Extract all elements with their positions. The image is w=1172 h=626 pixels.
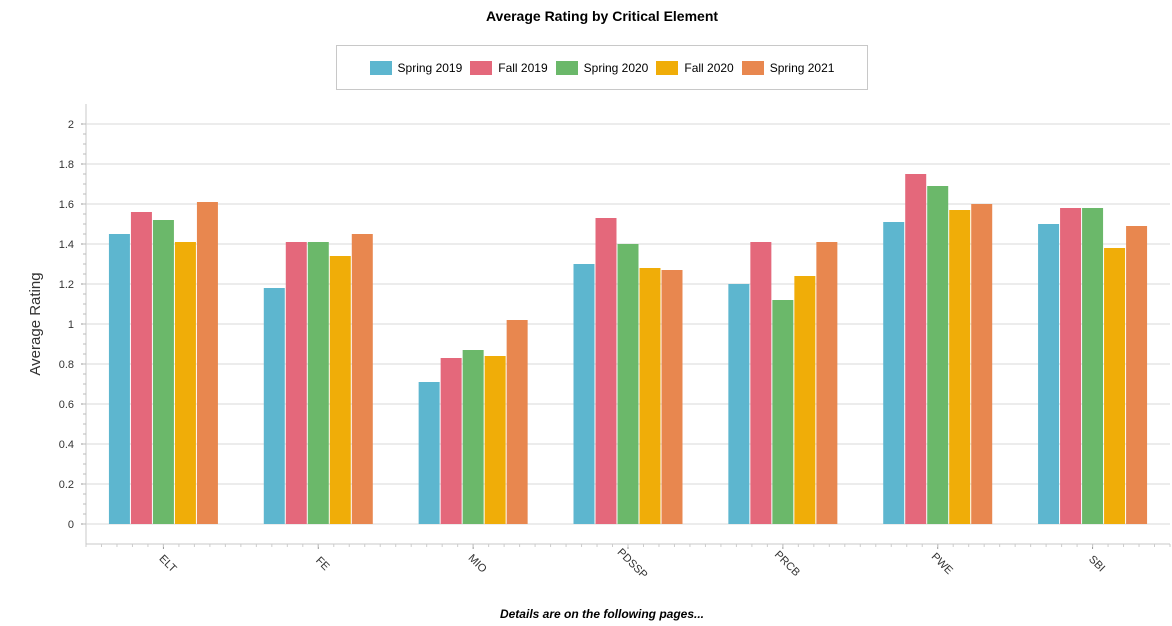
bar-mio-spring-2021 [506, 320, 528, 524]
bar-pdssp-fall-2019 [595, 218, 617, 524]
bar-fe-fall-2020 [329, 256, 351, 524]
bar-pdssp-fall-2020 [639, 268, 661, 524]
bar-sbi-spring-2020 [1082, 208, 1104, 524]
bar-sbi-spring-2019 [1038, 224, 1060, 524]
x-tick-label: ELT [156, 553, 178, 575]
x-tick-label: PRCB [772, 549, 802, 579]
y-tick-label: 0 [68, 519, 74, 531]
bar-fe-spring-2021 [351, 234, 373, 524]
bar-pwe-fall-2020 [949, 210, 971, 524]
bar-pdssp-spring-2019 [573, 264, 595, 524]
bar-sbi-fall-2019 [1060, 208, 1082, 524]
legend-item-spring-2019: Spring 2019 [369, 60, 463, 75]
bar-mio-spring-2020 [462, 350, 484, 524]
y-tick-label: 0.2 [59, 479, 74, 491]
bar-sbi-fall-2020 [1104, 248, 1126, 524]
bar-prcb-fall-2019 [750, 242, 772, 524]
legend-label: Fall 2020 [684, 60, 734, 75]
y-axis-label: Average Rating [27, 272, 44, 375]
x-tick-label: PWE [929, 551, 955, 577]
y-tick-label: 1.2 [59, 279, 74, 291]
bar-mio-spring-2019 [418, 382, 440, 524]
legend-swatch [741, 60, 764, 75]
legend-item-spring-2021: Spring 2021 [741, 60, 835, 75]
bar-fe-fall-2019 [285, 242, 307, 524]
chart-title: Average Rating by Critical Element [485, 8, 719, 24]
bar-pdssp-spring-2021 [661, 270, 683, 524]
bar-fe-spring-2019 [263, 288, 285, 524]
y-tick-label: 0.4 [59, 439, 74, 451]
legend-label: Spring 2019 [397, 60, 463, 75]
bar-pdssp-spring-2020 [617, 244, 639, 524]
bar-mio-fall-2020 [484, 356, 506, 524]
bar-prcb-spring-2020 [772, 300, 794, 524]
bar-prcb-spring-2019 [728, 284, 750, 524]
bar-fe-spring-2020 [307, 242, 329, 524]
footer-note: Details are on the following pages... [499, 607, 705, 621]
bar-sbi-spring-2021 [1126, 226, 1148, 524]
legend-item-fall-2020: Fall 2020 [656, 60, 734, 75]
legend-item-spring-2020: Spring 2020 [555, 60, 649, 75]
bar-prcb-fall-2020 [794, 276, 816, 524]
x-tick-label: PDSSP [615, 546, 650, 581]
legend-label: Fall 2019 [498, 60, 548, 75]
bar-elt-fall-2019 [130, 212, 152, 524]
legend-swatch [369, 60, 392, 75]
legend-label: Spring 2021 [769, 60, 835, 75]
bar-elt-spring-2019 [108, 234, 130, 524]
y-tick-label: 1.8 [59, 159, 74, 171]
bar-elt-spring-2020 [152, 220, 174, 524]
legend-swatch [656, 60, 679, 75]
legend-item-fall-2019: Fall 2019 [470, 60, 548, 75]
bar-pwe-spring-2019 [883, 222, 905, 524]
legend-swatch [555, 60, 578, 75]
y-tick-label: 1.6 [59, 199, 74, 211]
x-tick-label: SBI [1086, 553, 1107, 574]
chart-legend: Spring 2019 Fall 2019 Spring 2020 Fall 2… [336, 45, 868, 90]
y-tick-label: 1.4 [59, 239, 74, 251]
legend-label: Spring 2020 [583, 60, 649, 75]
bar-prcb-spring-2021 [816, 242, 838, 524]
y-tick-label: 0.8 [59, 359, 74, 371]
y-tick-label: 0.6 [59, 399, 74, 411]
bar-elt-fall-2020 [174, 242, 196, 524]
bar-pwe-spring-2021 [971, 204, 993, 524]
x-tick-label: FE [313, 555, 331, 573]
x-tick-label: MIO [466, 552, 489, 575]
bar-pwe-fall-2019 [905, 174, 927, 524]
bar-mio-fall-2019 [440, 358, 462, 524]
y-tick-label: 1 [68, 319, 74, 331]
bar-pwe-spring-2020 [927, 186, 949, 524]
y-tick-label: 2 [68, 119, 74, 131]
legend-swatch [470, 60, 493, 75]
bar-elt-spring-2021 [196, 202, 218, 524]
